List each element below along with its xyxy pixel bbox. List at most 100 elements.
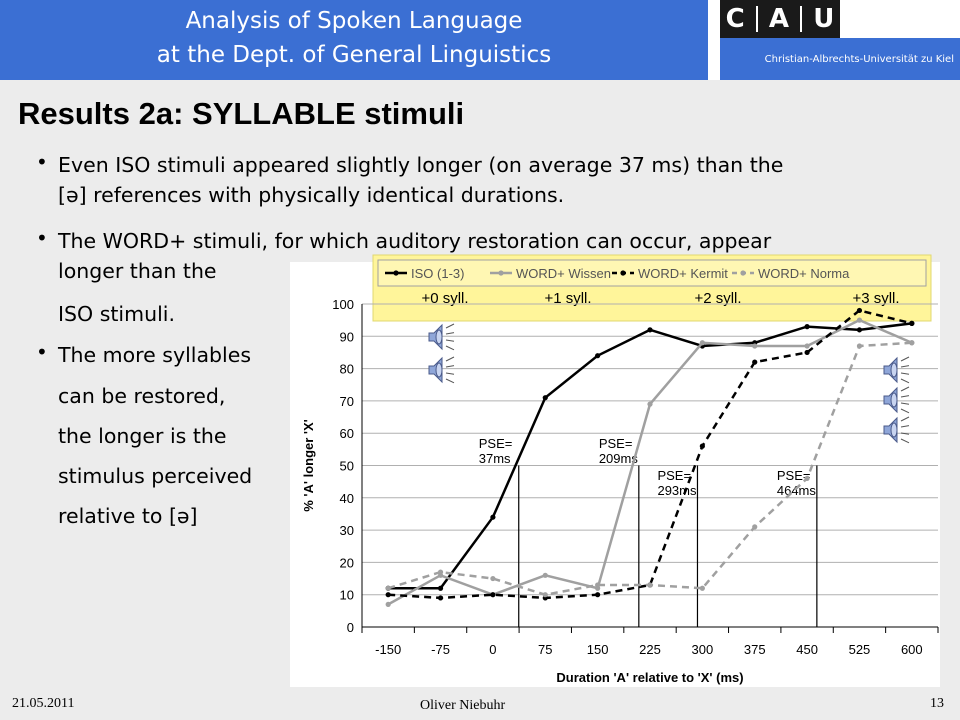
bullet-3-line-5: relative to [ə] <box>58 504 198 528</box>
data-point <box>595 592 601 598</box>
speaker-icon <box>883 416 910 444</box>
series-line <box>387 341 912 596</box>
bullet-2-line-3: ISO stimuli. <box>58 302 175 326</box>
university-name: Christian-Albrechts-Universität zu Kiel <box>720 38 960 80</box>
data-point <box>595 582 601 588</box>
data-point <box>752 524 758 530</box>
x-tick-label: 150 <box>587 642 609 657</box>
y-tick-label: 20 <box>340 555 354 570</box>
speaker-icons <box>428 323 910 444</box>
footer-author: Oliver Niebuhr <box>420 698 506 713</box>
y-tick-label: 60 <box>340 426 354 441</box>
header-title-line1: Analysis of Spoken Language <box>185 8 523 34</box>
chart-axes: 0 10 20 30 40 50 60 70 80 90 100 -150 -75 0 75 150 225 30… <box>301 297 939 685</box>
x-tick-label: -150 <box>375 642 401 657</box>
series-line <box>388 309 913 600</box>
bullet-dot: • <box>36 226 48 250</box>
x-tick-label: 300 <box>692 642 714 657</box>
legend-marker <box>620 270 626 276</box>
pse-value: 464ms <box>777 483 817 498</box>
logo-separator <box>755 6 758 32</box>
data-point <box>647 327 653 333</box>
data-point <box>542 572 548 578</box>
legend-label: WORD+ Kermit <box>638 266 728 281</box>
chart-grid <box>362 303 938 596</box>
data-point <box>595 353 601 359</box>
legend-box <box>377 259 927 287</box>
legend-label: ISO (1-3) <box>411 266 464 281</box>
data-point <box>804 324 810 330</box>
legend-marker <box>393 270 399 276</box>
logo-letter-c: C <box>725 4 745 34</box>
data-point <box>385 585 391 591</box>
legend-marker <box>498 270 504 276</box>
data-point <box>856 307 863 314</box>
series-line <box>387 318 913 606</box>
pse-label: PSE= <box>599 436 633 451</box>
x-tick-label: 375 <box>744 642 766 657</box>
data-point <box>437 585 444 591</box>
data-point <box>856 343 863 349</box>
y-tick-label: 80 <box>340 362 354 377</box>
data-point <box>699 443 705 449</box>
y-tick-label: 30 <box>340 523 354 538</box>
pse-label: PSE= <box>479 436 513 451</box>
chart-legend: ISO (1-3) WORD+ Wissen WORD+ Kermit WORD+ N… <box>385 266 850 281</box>
pse-value: 209ms <box>599 451 639 466</box>
y-tick-label: 10 <box>340 588 354 603</box>
x-axis-title: Duration 'A' relative to 'X' (ms) <box>556 670 743 685</box>
data-point <box>490 575 496 582</box>
x-tick-label: 450 <box>796 642 818 657</box>
logo-letter-u: U <box>813 4 835 34</box>
data-point <box>856 327 863 333</box>
bullet-dot: • <box>36 150 48 174</box>
pse-label: PSE= <box>777 468 811 483</box>
syllable-label: +2 syll. <box>694 290 741 307</box>
data-point <box>752 343 758 349</box>
data-point <box>647 582 653 588</box>
y-axis-title: % 'A' longer 'X' <box>301 419 316 512</box>
bullet-3-line-2: can be restored, <box>58 384 226 408</box>
speaker-icon <box>428 323 455 351</box>
bullet-2-line-1: The WORD+ stimuli, for which auditory re… <box>58 229 772 253</box>
bullet-3-line-3: the longer is the <box>58 424 227 448</box>
data-point <box>804 343 810 349</box>
header-bar <box>0 0 708 80</box>
data-point <box>385 601 391 607</box>
syllable-labels: +0 syll. +1 syll. +2 syll. +3 syll. <box>421 290 899 307</box>
university-label: Christian-Albrechts-Universität zu Kiel <box>764 53 954 65</box>
data-point <box>542 395 548 401</box>
data-point <box>490 592 496 598</box>
x-tick-label: 525 <box>849 642 871 657</box>
bullet-dot: • <box>36 340 48 364</box>
footer-date: 21.05.2011 <box>12 696 75 711</box>
data-point <box>699 340 705 346</box>
bullet-1-line-2: [ə] references with physically identical… <box>58 183 565 207</box>
data-point <box>699 585 705 591</box>
data-point <box>804 475 810 482</box>
x-tick-label: 600 <box>901 642 923 657</box>
data-point <box>437 595 444 601</box>
chart-series <box>385 307 915 607</box>
footer-page-number: 13 <box>930 696 944 711</box>
data-point <box>752 359 758 365</box>
pse-label: PSE= <box>657 468 691 483</box>
y-tick-label: 0 <box>347 620 354 635</box>
pse-value: 37ms <box>479 451 511 466</box>
x-tick-label: 225 <box>639 642 661 657</box>
data-point <box>909 340 915 346</box>
slide-title: Results 2a: SYLLABLE stimuli <box>18 96 465 131</box>
data-point <box>542 592 548 598</box>
speaker-icon <box>883 356 910 384</box>
speaker-icon <box>428 356 455 384</box>
y-tick-label: 70 <box>340 394 354 409</box>
bullet-3-line-4: stimulus perceived <box>58 464 253 488</box>
y-tick-label: 50 <box>340 459 354 474</box>
x-tick-label: -75 <box>431 642 450 657</box>
legend-marker <box>740 270 746 276</box>
x-tick-label: 75 <box>538 642 552 657</box>
data-point <box>490 514 496 520</box>
y-tick-label: 90 <box>340 329 354 344</box>
